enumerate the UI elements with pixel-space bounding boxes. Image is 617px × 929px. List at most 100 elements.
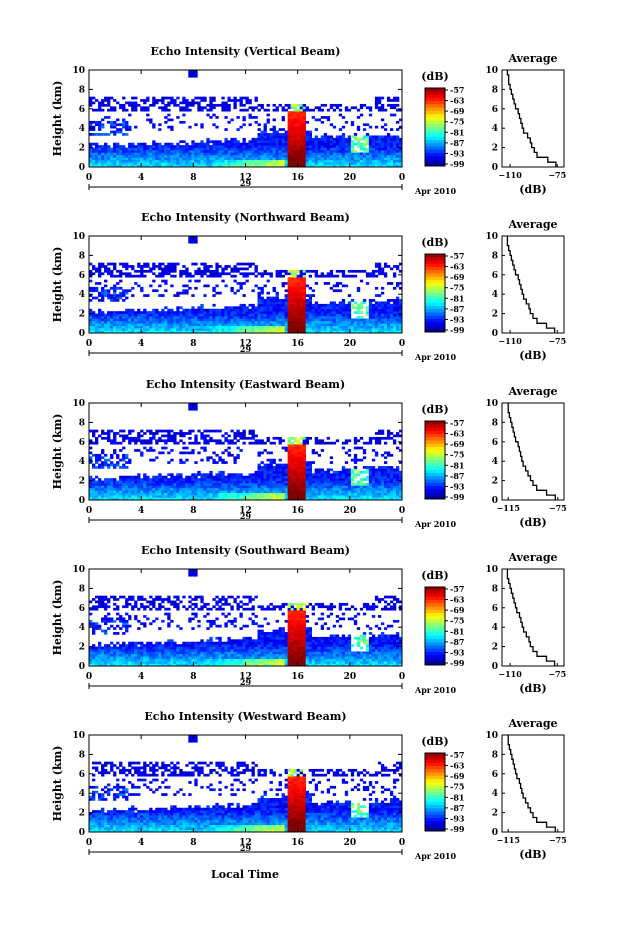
heatmap-cell [152,147,156,151]
heatmap-cell [263,272,267,276]
heatmap-cell [146,320,150,324]
heatmap-cell [329,311,334,314]
heatmap-cell [344,320,349,324]
heatmap-cell [128,458,132,462]
heatmap-cell [287,272,291,276]
heatmap-cell [104,480,108,484]
heatmap-cell [299,279,303,283]
heatmap-cell [125,475,129,479]
heatmap-cell [377,325,382,329]
heatmap-cell [233,330,237,334]
profile-y-tick-label: 0 [492,329,498,339]
heatmap-cell [185,159,189,163]
heatmap-cell [134,101,138,105]
heatmap-cell [320,495,325,498]
heatmap-cell [293,157,297,161]
heatmap-cell [185,487,189,491]
heatmap-cell [155,99,159,102]
heatmap-cell [107,325,111,329]
heatmap-cell [317,490,322,494]
heatmap-cell [389,150,394,153]
heatmap-cell [131,150,135,153]
heatmap-cell [365,308,370,312]
heatmap-cell [101,318,105,322]
heatmap-cell [356,320,361,324]
heatmap-cell [89,480,93,484]
heatmap-cell [179,461,183,464]
heatmap-cell [131,475,135,479]
colorbar-segment [425,299,445,304]
heatmap-cell [365,164,370,168]
heatmap-cell [257,492,261,496]
heatmap-cell [197,485,201,489]
heatmap-cell [98,458,102,462]
heatmap-cell [266,152,270,156]
heatmap-cell [206,308,210,312]
heatmap-cell [152,475,156,479]
colorbar-segment [425,254,445,258]
heatmap-cell [119,274,123,278]
heatmap-cell [254,106,258,110]
heatmap-cell [287,480,291,484]
heatmap-cell [95,133,99,136]
heatmap-cell [137,432,141,435]
heatmap-cell [308,303,313,307]
heatmap-cell [122,485,126,489]
heatmap-cell [275,159,279,163]
heatmap-cell [263,303,267,307]
heatmap-cell [122,299,126,302]
heatmap-cell [341,272,346,276]
heatmap-cells [89,403,403,501]
heatmap-cell [287,468,291,472]
heatmap-cell [224,311,228,314]
heatmap-cell [392,106,397,110]
heatmap-cell [179,291,183,295]
heatmap-cell [317,150,322,153]
heatmap-cell [257,145,261,148]
heatmap-cell [131,308,135,312]
heatmap-cell [251,475,255,479]
heatmap-cell [278,490,282,494]
heatmap-cell [344,318,349,322]
heatmap-cell [371,328,376,331]
heatmap-cell [215,323,219,327]
heatmap-cell [353,306,358,310]
heatmap-cell [239,157,243,161]
x-tick-label: 4 [138,339,144,349]
heatmap-cell [296,137,300,141]
heatmap-cell [356,325,361,329]
heatmap-cell [230,99,234,102]
y-tick-label: 4 [79,124,85,134]
heatmap-cell [281,316,285,319]
heatmap-cell [377,328,382,331]
heatmap-cell [269,303,273,307]
heatmap-cell [107,313,111,317]
heatmap-cell [314,323,319,327]
heatmap-cell [233,137,237,141]
heatmap-cell [209,159,213,163]
heatmap-cells [89,70,403,168]
heatmap-cell [167,118,171,122]
heatmap-cell [365,162,370,165]
heatmap-cell [269,468,273,472]
heatmap-cell [254,284,258,288]
heatmap-cell [242,475,246,479]
heatmap-cell [344,316,349,319]
heatmap-cell [329,162,334,165]
heatmap-cell [98,313,102,317]
heatmap-cell [305,441,309,445]
heatmap-cell [116,299,120,302]
heatmap-cell [161,313,165,317]
month-label: Apr 2010 [414,186,457,196]
heatmap-cell [323,323,328,327]
heatmap-cell [134,96,138,100]
heatmap-cell [191,473,195,477]
heatmap-cell [272,164,276,168]
heatmap-cell [230,330,234,334]
heatmap-cell [308,492,313,496]
heatmap-cell [236,145,240,148]
heatmap-cell [326,470,331,474]
heatmap-cell [176,308,180,312]
heatmap-cell [92,142,96,146]
heatmap-cell [218,313,222,317]
